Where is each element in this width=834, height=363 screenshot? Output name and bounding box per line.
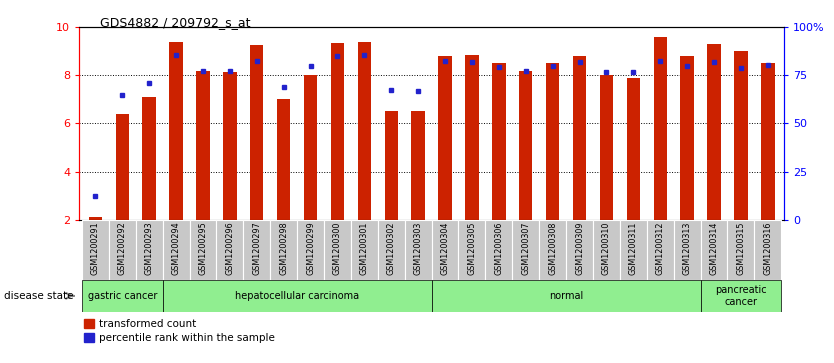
Bar — [600, 75, 613, 220]
Text: GSM1200310: GSM1200310 — [602, 221, 611, 275]
Text: GSM1200315: GSM1200315 — [736, 221, 746, 275]
Text: GSM1200292: GSM1200292 — [118, 221, 127, 275]
Text: GSM1200303: GSM1200303 — [414, 221, 423, 275]
Bar — [626, 78, 640, 220]
Bar — [439, 56, 452, 220]
Text: GSM1200295: GSM1200295 — [198, 221, 208, 275]
Bar — [244, 220, 270, 280]
Bar — [431, 280, 701, 312]
Text: GSM1200297: GSM1200297 — [252, 221, 261, 275]
Bar — [707, 44, 721, 220]
Text: GSM1200298: GSM1200298 — [279, 221, 289, 275]
Bar — [519, 70, 532, 220]
Bar — [224, 72, 237, 220]
Bar — [654, 37, 667, 220]
Text: GDS4882 / 209792_s_at: GDS4882 / 209792_s_at — [100, 16, 250, 29]
Bar — [485, 220, 512, 280]
Bar — [250, 45, 264, 220]
Text: pancreatic
cancer: pancreatic cancer — [715, 285, 766, 307]
Bar — [755, 220, 781, 280]
Bar — [216, 220, 244, 280]
Bar — [196, 70, 209, 220]
Legend: transformed count, percentile rank within the sample: transformed count, percentile rank withi… — [84, 319, 275, 343]
Text: GSM1200294: GSM1200294 — [172, 221, 181, 275]
Bar — [734, 51, 747, 220]
Text: disease state: disease state — [4, 291, 73, 301]
Text: GSM1200305: GSM1200305 — [467, 221, 476, 275]
Bar — [465, 55, 479, 220]
Bar — [384, 111, 398, 220]
Bar — [358, 42, 371, 220]
Text: GSM1200293: GSM1200293 — [144, 221, 153, 275]
Bar — [431, 220, 459, 280]
Bar — [620, 220, 647, 280]
Bar — [546, 63, 560, 220]
Bar — [169, 42, 183, 220]
Bar — [351, 220, 378, 280]
Bar — [701, 220, 727, 280]
Bar — [540, 220, 566, 280]
Bar — [378, 220, 404, 280]
Bar — [270, 220, 297, 280]
Text: GSM1200300: GSM1200300 — [333, 221, 342, 275]
Text: GSM1200316: GSM1200316 — [763, 221, 772, 275]
Bar — [277, 99, 290, 220]
Bar — [761, 63, 775, 220]
Bar — [593, 220, 620, 280]
Bar — [404, 220, 431, 280]
Text: gastric cancer: gastric cancer — [88, 291, 157, 301]
Text: GSM1200304: GSM1200304 — [440, 221, 450, 275]
Text: GSM1200312: GSM1200312 — [656, 221, 665, 275]
Bar — [304, 75, 317, 220]
Bar — [727, 220, 755, 280]
Text: GSM1200307: GSM1200307 — [521, 221, 530, 275]
Bar — [82, 280, 163, 312]
Bar — [88, 217, 102, 220]
Bar — [459, 220, 485, 280]
Text: GSM1200313: GSM1200313 — [682, 221, 691, 275]
Bar — [163, 280, 431, 312]
Bar — [108, 220, 136, 280]
Bar — [674, 220, 701, 280]
Bar — [411, 111, 425, 220]
Bar — [82, 220, 108, 280]
Bar — [297, 220, 324, 280]
Text: GSM1200296: GSM1200296 — [225, 221, 234, 275]
Text: hepatocellular carcinoma: hepatocellular carcinoma — [235, 291, 359, 301]
Bar — [116, 114, 129, 220]
Text: GSM1200306: GSM1200306 — [495, 221, 504, 275]
Bar — [701, 280, 781, 312]
Text: GSM1200299: GSM1200299 — [306, 221, 315, 275]
Text: GSM1200308: GSM1200308 — [548, 221, 557, 275]
Bar — [143, 97, 156, 220]
Text: GSM1200302: GSM1200302 — [387, 221, 396, 275]
Text: GSM1200311: GSM1200311 — [629, 221, 638, 275]
Bar — [492, 63, 505, 220]
Bar — [681, 56, 694, 220]
Bar — [573, 56, 586, 220]
Text: GSM1200314: GSM1200314 — [710, 221, 719, 275]
Text: GSM1200309: GSM1200309 — [575, 221, 584, 275]
Bar — [331, 43, 344, 220]
Bar — [163, 220, 189, 280]
Bar — [136, 220, 163, 280]
Bar — [647, 220, 674, 280]
Bar — [324, 220, 351, 280]
Text: GSM1200301: GSM1200301 — [359, 221, 369, 275]
Bar — [512, 220, 540, 280]
Bar — [189, 220, 216, 280]
Text: normal: normal — [549, 291, 583, 301]
Text: GSM1200291: GSM1200291 — [91, 221, 100, 275]
Bar — [566, 220, 593, 280]
